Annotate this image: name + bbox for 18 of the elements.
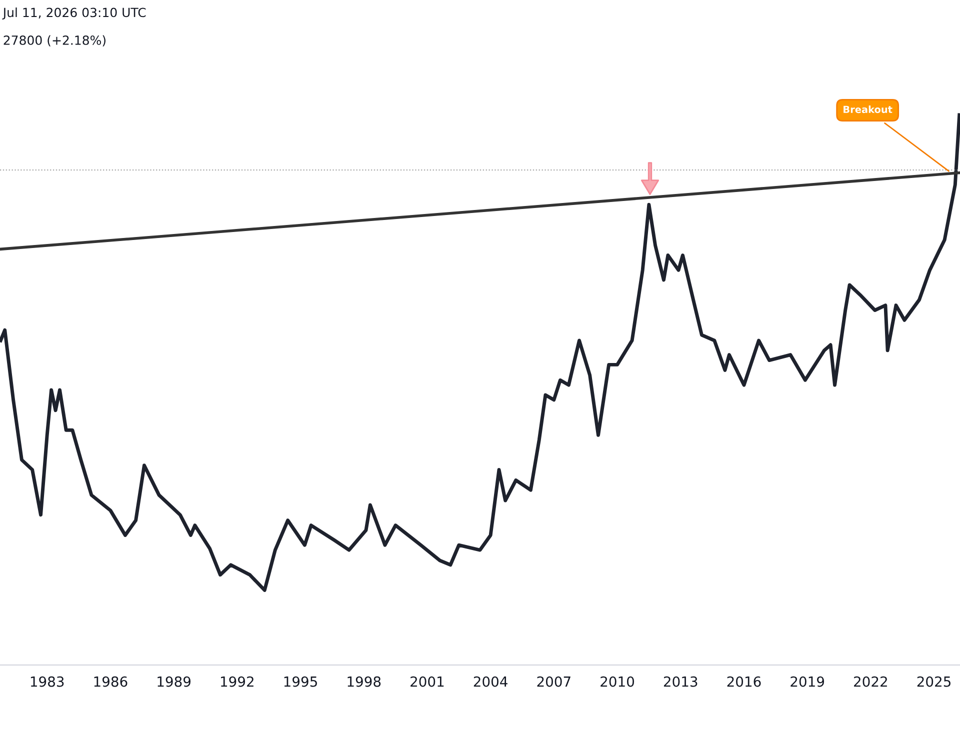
x-tick-label: 2004 <box>474 676 508 687</box>
x-tick-label: 1995 <box>284 676 317 687</box>
x-tick-label: 2001 <box>410 676 444 687</box>
x-tick-label: 2025 <box>917 676 950 687</box>
x-tick-label: 1986 <box>94 676 128 687</box>
x-tick-label: 2013 <box>664 676 698 687</box>
x-tick-label: 2022 <box>854 676 887 687</box>
x-tick-label: 2010 <box>600 676 634 687</box>
x-tick-label: 1983 <box>30 676 64 687</box>
x-tick-label: 1992 <box>221 676 254 687</box>
annotation: Breakout <box>844 106 892 114</box>
x-tick-label: 2007 <box>537 676 570 687</box>
x-tick-label: 2016 <box>727 676 761 687</box>
x-tick-label: 1989 <box>158 676 190 687</box>
text: Jul 11, 2026 03:10 UTC <box>2 8 146 20</box>
x-tick-label: 1998 <box>348 676 381 687</box>
text: 27800 (+2.18%) <box>4 35 106 46</box>
x-tick-label: 2019 <box>790 676 824 687</box>
